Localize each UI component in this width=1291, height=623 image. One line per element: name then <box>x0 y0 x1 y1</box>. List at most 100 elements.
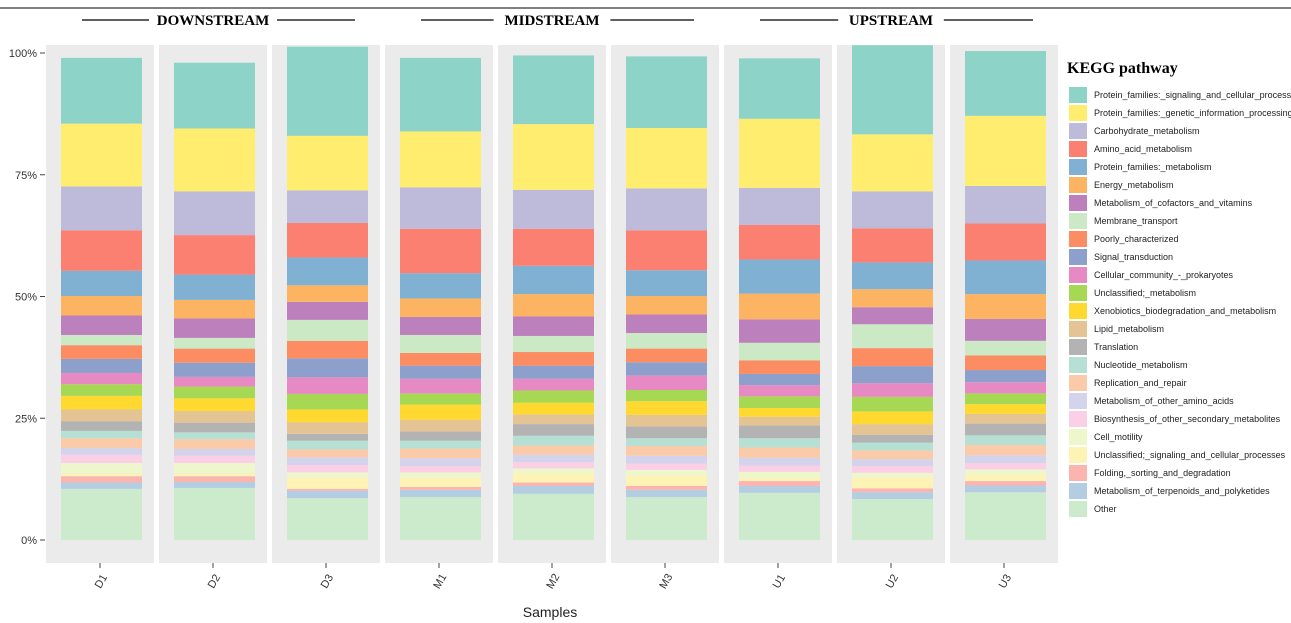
bar-segment-U3-16 <box>965 340 1046 356</box>
bar-segment-U1-13 <box>739 385 820 397</box>
bar-segment-D3-17 <box>287 301 368 320</box>
bar-segment-D1-3 <box>61 473 142 477</box>
bar-segment-M2-20 <box>513 228 594 266</box>
bar-segment-M3-15 <box>626 348 707 363</box>
legend-label: Cell_motility <box>1094 432 1143 442</box>
y-tick-label: 100% <box>9 48 37 60</box>
legend-label: Metabolism_of_cofactors_and_vitamins <box>1094 198 1253 208</box>
bar-segment-M1-3 <box>400 478 481 487</box>
bar-segment-U2-12 <box>852 396 933 412</box>
bar-segment-M3-12 <box>626 390 707 402</box>
bar-segment-D3-9 <box>287 433 368 441</box>
bar-segment-D2-21 <box>174 191 255 236</box>
x-tick-label: D2 <box>206 572 223 590</box>
bar-segment-U1-14 <box>739 373 820 386</box>
legend-label: Translation <box>1094 342 1138 352</box>
bar-segment-M1-20 <box>400 228 481 274</box>
bar-segment-M2-17 <box>513 316 594 336</box>
bar-segment-D1-1 <box>61 482 142 489</box>
y-tick-label: 25% <box>15 413 37 425</box>
bar-segment-M2-11 <box>513 402 594 415</box>
bar-segment-M1-15 <box>400 352 481 366</box>
bar-segment-M3-16 <box>626 333 707 349</box>
bar-segment-D2-15 <box>174 348 255 363</box>
bar-segment-D3-14 <box>287 358 368 378</box>
bar-segment-U3-20 <box>965 223 1046 261</box>
bar-segment-D2-23 <box>174 62 255 129</box>
legend-swatch <box>1069 465 1087 481</box>
bar-segment-U1-1 <box>739 485 820 493</box>
y-tick-label: 0% <box>21 535 37 547</box>
bar-segment-D1-6 <box>61 447 142 455</box>
bar-segment-D2-10 <box>174 410 255 423</box>
legend-swatch <box>1069 339 1087 355</box>
bar-segment-M2-18 <box>513 294 594 317</box>
bar-segment-M3-3 <box>626 475 707 486</box>
bar-segment-M1-0 <box>400 497 481 540</box>
bar-segment-D2-6 <box>174 448 255 456</box>
legend-label: Carbohydrate_metabolism <box>1094 126 1200 136</box>
bar-segment-M3-7 <box>626 446 707 456</box>
bar-segment-M3-21 <box>626 188 707 231</box>
bar-segment-U2-4 <box>852 472 933 478</box>
bar-segment-U1-0 <box>739 492 820 540</box>
bar-segment-D3-2 <box>287 488 368 491</box>
bar-segment-U1-10 <box>739 416 820 426</box>
legend-label: Protein_families:_genetic_information_pr… <box>1094 108 1291 118</box>
bar-segment-D1-13 <box>61 372 142 385</box>
bar-segment-D2-8 <box>174 432 255 440</box>
bar-segment-D2-20 <box>174 235 255 275</box>
bar-segment-M1-19 <box>400 273 481 299</box>
bar-segment-U3-21 <box>965 185 1046 224</box>
bar-segment-D3-16 <box>287 319 368 341</box>
bar-segment-M3-13 <box>626 375 707 391</box>
legend-label: Unclassified;_metabolism <box>1094 288 1196 298</box>
bar-segment-D1-10 <box>61 409 142 422</box>
bar-segment-U2-5 <box>852 465 933 473</box>
bar-segment-D2-1 <box>174 482 255 488</box>
bar-segment-D3-23 <box>287 46 368 136</box>
legend-swatch <box>1069 501 1087 517</box>
x-tick-label: M3 <box>657 572 675 591</box>
bar-segment-U3-2 <box>965 481 1046 486</box>
bar-segment-D3-12 <box>287 393 368 410</box>
bar-segment-D2-3 <box>174 473 255 477</box>
legend-label: Amino_acid_metabolism <box>1094 144 1192 154</box>
bar-segment-U3-12 <box>965 393 1046 405</box>
bar-segment-U2-9 <box>852 434 933 443</box>
bar-segment-D1-12 <box>61 384 142 396</box>
legend-swatch <box>1069 105 1087 121</box>
bar-segment-U2-21 <box>852 191 933 229</box>
bar-segment-U2-2 <box>852 488 933 493</box>
legend-swatch <box>1069 303 1087 319</box>
bar-segment-M2-22 <box>513 124 594 190</box>
legend-swatch <box>1069 267 1087 283</box>
bar-segment-M3-14 <box>626 362 707 376</box>
bar-segment-U1-2 <box>739 481 820 486</box>
bar-segment-D3-3 <box>287 477 368 489</box>
bar-segment-M2-13 <box>513 378 594 391</box>
bar-segment-M1-13 <box>400 378 481 394</box>
bar-segment-M1-10 <box>400 419 481 432</box>
bar-segment-M2-4 <box>513 468 594 474</box>
x-tick-label: M2 <box>544 572 562 591</box>
bar-segment-D1-11 <box>61 395 142 410</box>
bar-segment-U1-20 <box>739 224 820 260</box>
bar-segment-M1-16 <box>400 334 481 353</box>
bar-segment-D3-22 <box>287 135 368 191</box>
bar-segment-M3-22 <box>626 127 707 189</box>
bar-segment-U1-9 <box>739 425 820 439</box>
bar-segment-D3-0 <box>287 498 368 540</box>
legend-label: Folding,_sorting_and_degradation <box>1094 468 1231 478</box>
bar-segment-U3-5 <box>965 463 1046 470</box>
bar-segment-D2-22 <box>174 128 255 192</box>
bar-segment-U2-23 <box>852 45 933 135</box>
y-tick-label: 75% <box>15 170 37 182</box>
bar-segment-M1-18 <box>400 298 481 317</box>
legend-swatch <box>1069 429 1087 445</box>
bar-segment-U2-6 <box>852 459 933 466</box>
bar-segment-D1-19 <box>61 270 142 297</box>
x-tick-label: D3 <box>319 572 336 590</box>
bar-segment-U3-17 <box>965 318 1046 341</box>
bar-segment-U2-1 <box>852 492 933 500</box>
